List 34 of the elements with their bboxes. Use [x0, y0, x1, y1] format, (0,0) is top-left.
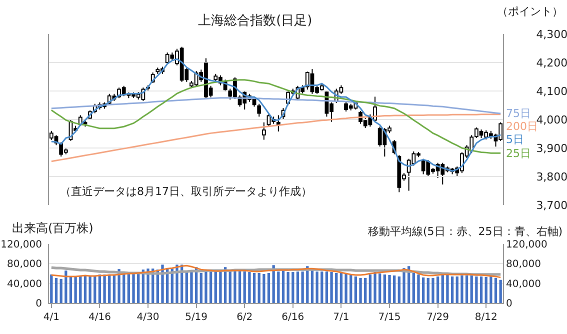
y2-tick-label: 0 — [506, 298, 512, 310]
x-tick-label: 8/12 — [474, 312, 498, 323]
x-tick-label: 4/16 — [88, 312, 111, 323]
x-tick-label: 7/29 — [426, 312, 450, 323]
y-tick-label: 4,200 — [536, 56, 567, 70]
x-tick-label: 6/2 — [236, 312, 253, 323]
y-tick-label: 0 — [36, 298, 42, 310]
y-tick-label: 3,900 — [536, 142, 567, 155]
x-tick-label: 6/16 — [282, 312, 304, 323]
chart-title: 出来高(百万株) — [12, 221, 94, 236]
x-tick-label: 7/15 — [378, 312, 401, 323]
y-tick-label: 4,100 — [536, 84, 567, 98]
y-tick-label: 4,000 — [536, 113, 567, 126]
series-label: 75日 — [506, 107, 531, 120]
x-tick-label: 7/1 — [333, 312, 350, 323]
series-label: 5日 — [506, 133, 524, 146]
y-axis-title: （ポイント） — [497, 5, 563, 18]
y2-tick-label: 80,000 — [506, 259, 541, 270]
x-tick-label: 4/1 — [43, 312, 60, 323]
y2-tick-label: 120,000 — [506, 240, 548, 250]
y2-tick-label: 40,000 — [506, 278, 541, 290]
series-label: 200日 — [506, 120, 538, 133]
chart-title: 上海総合指数(日足) — [198, 14, 312, 29]
x-tick-label: 5/19 — [185, 312, 208, 323]
y-tick-label: 4,300 — [536, 28, 567, 41]
y-tick-label: 3,800 — [536, 170, 567, 184]
y-tick-label: 120,000 — [0, 240, 42, 250]
series-label: 25日 — [506, 147, 531, 160]
y-tick-label: 40,000 — [7, 278, 42, 290]
y-tick-label: 3,700 — [536, 198, 567, 212]
annotation: （直近データは8月17日、取引所データより作成） — [60, 185, 312, 198]
y-tick-label: 80,000 — [7, 259, 42, 270]
text: 移動平均線(5日：赤、25日：青、右軸) — [368, 225, 563, 238]
x-tick-label: 4/30 — [136, 312, 160, 323]
